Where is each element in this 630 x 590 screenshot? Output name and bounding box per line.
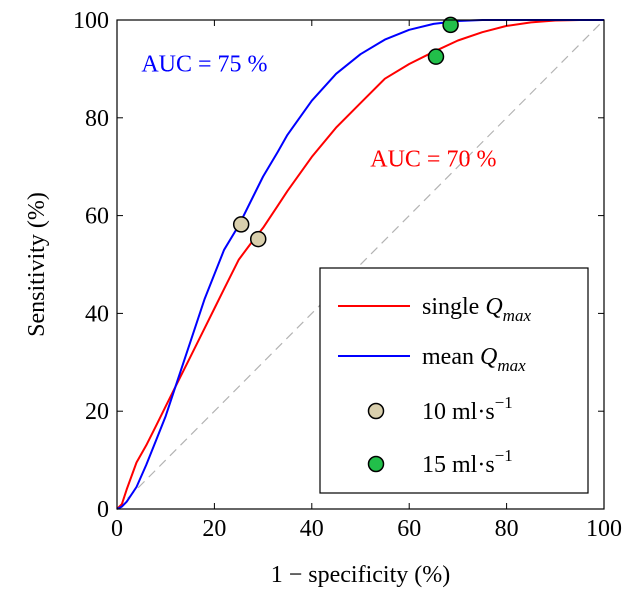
auc-annotation: AUC = 70 % [370,147,496,173]
annotation-layer: AUC = 75 % AUC = 70 % [141,51,496,172]
x-tick-label: 40 [300,516,324,542]
legend-marker-swatch [367,455,385,473]
y-tick-label: 60 [85,204,109,230]
y-axis-label: Sensitivity (%) [24,192,50,337]
y-tick-label: 20 [85,399,109,425]
y-tick-label: 100 [73,8,109,34]
legend-entry-label: 15 ml·s−1 [422,446,513,478]
threshold-marker-10 [249,230,267,248]
x-tick-label: 100 [586,516,622,542]
threshold-marker-15 [427,48,445,65]
x-tick-label: 60 [397,516,421,542]
legend-entry-label: mean Qmax [422,344,526,375]
x-axis-label: 1 − specificity (%) [271,562,450,588]
threshold-marker-10 [232,216,250,233]
marker-layer [232,16,459,248]
y-tick-label: 40 [85,301,109,327]
x-tick-label: 0 [111,516,123,542]
x-tick-label: 20 [202,516,226,542]
y-tick-label: 0 [97,497,109,523]
auc-annotation: AUC = 75 % [141,51,267,77]
legend: single Qmax mean Qmax 10 ml·s−1 15 ml·s−1 [319,267,589,494]
tick-layer: 0 20 40 60 80 100 0 20 40 60 80 100 [73,8,622,542]
series-line-single [116,19,604,510]
reference-diagonal-line [116,19,605,510]
legend-marker-swatch [367,402,385,420]
legend-entry-label: single Qmax [422,294,531,325]
y-tick-label: 80 [85,106,109,132]
threshold-marker-15 [442,16,459,34]
legend-entry-label: 10 ml·s−1 [422,393,513,425]
reference-line-layer [116,19,605,510]
plot-frame [116,19,605,510]
x-tick-label: 80 [495,516,519,542]
